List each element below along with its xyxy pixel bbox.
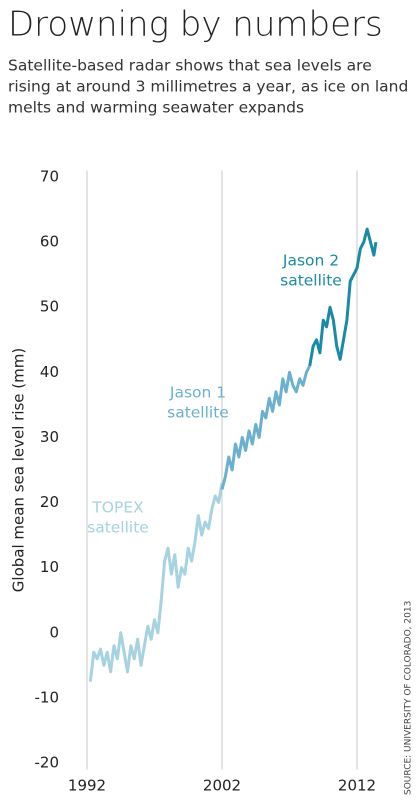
chart-title: Drowning by numbers — [8, 5, 383, 45]
y-tick-label: 70 — [40, 168, 59, 186]
series-label: TOPEX — [91, 499, 144, 517]
subtitle-line: melts and warming seawater expands — [8, 99, 304, 117]
y-tick-label: 50 — [40, 298, 59, 316]
y-tick-label: 10 — [40, 558, 59, 576]
series-label: satellite — [167, 404, 229, 422]
y-tick-label: 60 — [40, 233, 59, 251]
subtitle-line: rising at around 3 millimetres a year, a… — [8, 78, 408, 96]
series-line — [88, 482, 224, 682]
subtitle-line: Satellite-based radar shows that sea lev… — [8, 57, 372, 75]
series-label: Jason 1 — [169, 384, 226, 402]
series-label: satellite — [87, 519, 149, 537]
y-tick-label: -20 — [35, 753, 60, 771]
series-label: satellite — [280, 272, 342, 290]
series-label: Jason 2 — [282, 252, 339, 270]
series-line — [308, 227, 378, 367]
y-tick-label: 0 — [49, 623, 59, 641]
source-note: SOURCE: UNIVERSITY OF COLORADO, 2013 — [404, 601, 414, 795]
series-line — [220, 365, 312, 490]
y-axis-label: Global mean sea level rise (mm) — [10, 348, 28, 592]
x-tick-label: 1992 — [68, 777, 106, 795]
y-tick-label: 30 — [40, 428, 59, 446]
x-tick-label: 2012 — [338, 777, 376, 795]
y-tick-label: 40 — [40, 363, 59, 381]
x-tick-label: 2002 — [203, 777, 241, 795]
y-tick-label: 20 — [40, 493, 59, 511]
y-tick-label: -10 — [35, 688, 60, 706]
